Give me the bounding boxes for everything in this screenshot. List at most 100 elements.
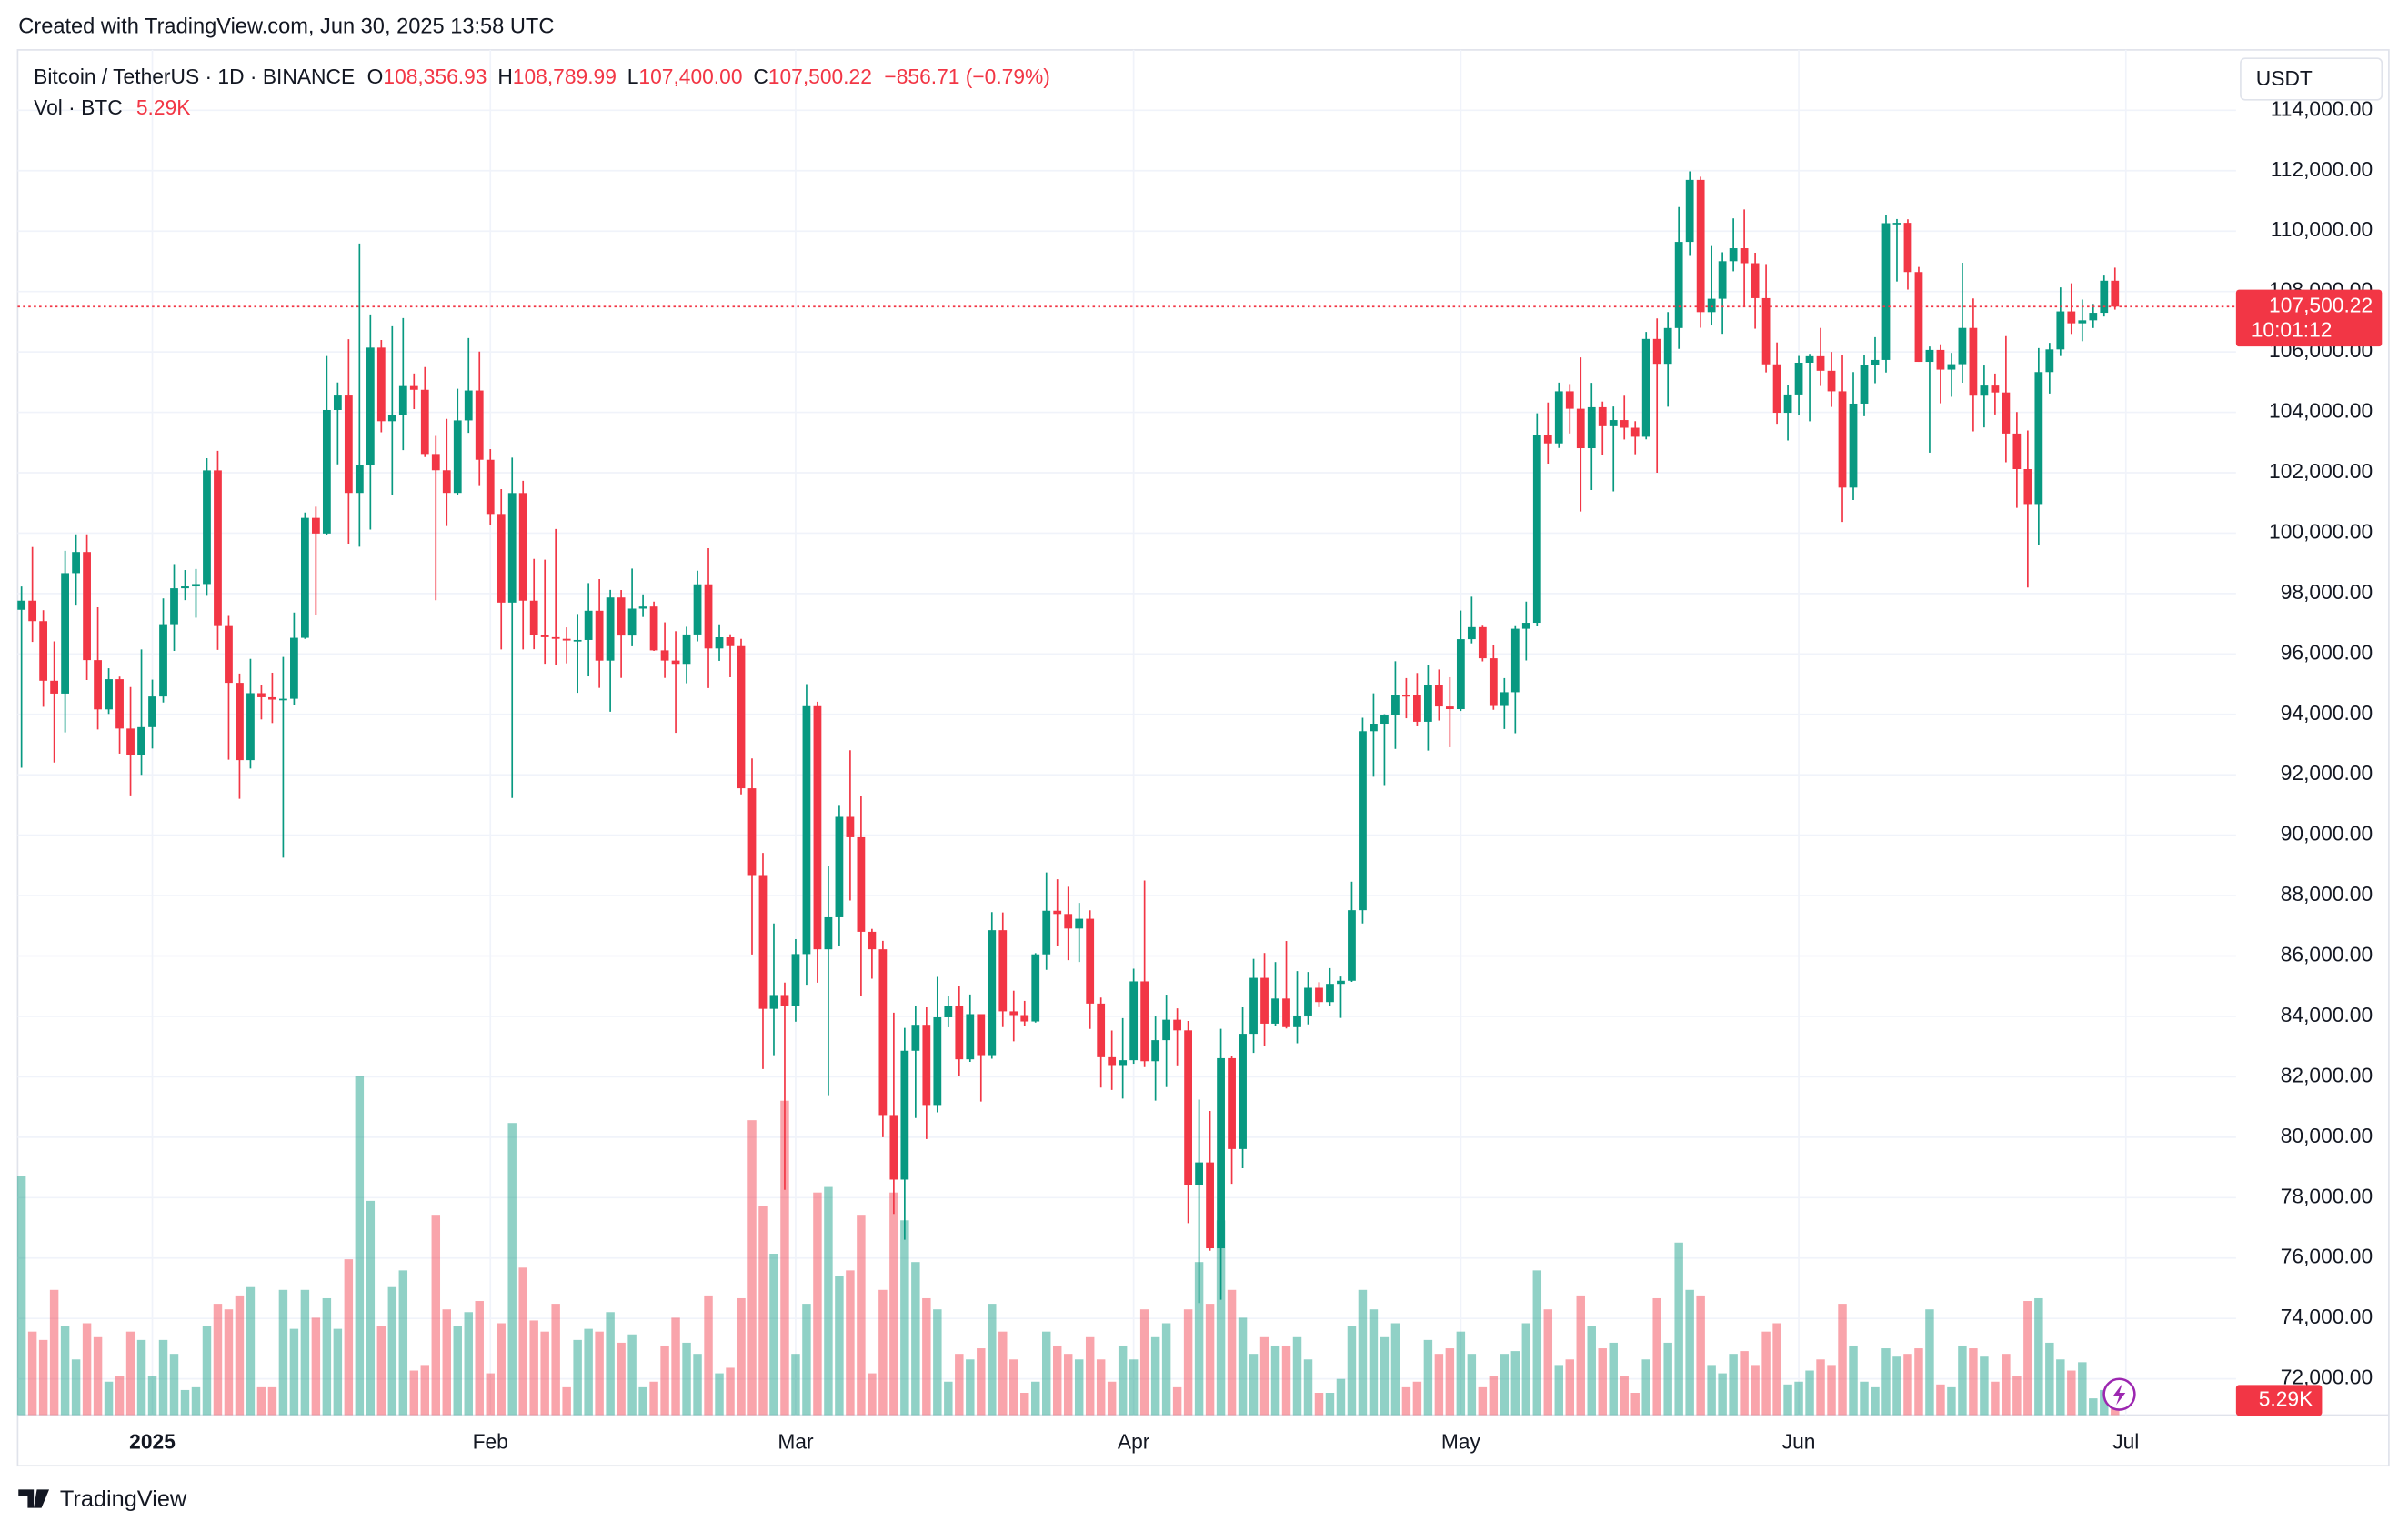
- candle-body: [1053, 910, 1062, 915]
- volume-bar: [966, 1359, 975, 1416]
- candle-body: [126, 728, 135, 755]
- candle-body: [791, 954, 800, 1006]
- volume-bar: [1740, 1351, 1749, 1416]
- candle-body: [1031, 954, 1040, 1022]
- candle-body: [704, 584, 713, 649]
- candle-body: [835, 816, 844, 917]
- volume-bar: [256, 1386, 266, 1416]
- volume-bar: [267, 1386, 277, 1416]
- volume-bar: [1194, 1262, 1204, 1416]
- volume-bar: [857, 1215, 866, 1416]
- volume-bar: [1270, 1345, 1280, 1416]
- candle-body: [1370, 724, 1378, 732]
- volume-bar: [464, 1312, 473, 1416]
- volume-bar: [1838, 1304, 1847, 1416]
- candle-body: [1500, 692, 1509, 706]
- candle-body: [1532, 435, 1541, 624]
- volume-bar: [573, 1339, 582, 1416]
- candle-body: [181, 586, 189, 589]
- candle-body: [1184, 1030, 1192, 1186]
- volume-bar: [1652, 1297, 1661, 1416]
- candle-body: [486, 459, 495, 515]
- volume-bar: [2089, 1398, 2098, 1416]
- candle-body: [1576, 408, 1585, 449]
- y-tick-label: 80,000.00: [2281, 1124, 2373, 1147]
- volume-bar: [2067, 1370, 2076, 1416]
- candle-body: [1217, 1057, 1225, 1249]
- candle-body: [2002, 392, 2011, 434]
- volume-bar: [1772, 1323, 1781, 1416]
- volume-bar: [977, 1348, 986, 1416]
- candle-body: [889, 1115, 898, 1180]
- candle-body: [955, 1006, 964, 1060]
- candle-body: [192, 584, 200, 587]
- candle-body: [1445, 706, 1454, 710]
- volume-bar: [1336, 1378, 1346, 1416]
- volume-bar: [1849, 1345, 1858, 1416]
- candle-body: [1620, 420, 1629, 428]
- volume-bar: [376, 1326, 386, 1416]
- volume-bar: [595, 1331, 604, 1416]
- legend-change: −856.71 (−0.79%): [884, 65, 1049, 88]
- created-note: Created with TradingView.com, Jun 30, 20…: [18, 15, 554, 39]
- volume-bar: [1936, 1384, 1945, 1416]
- candle-body: [398, 385, 407, 415]
- volume-bar: [769, 1254, 778, 1416]
- volume-bar: [1096, 1359, 1106, 1416]
- candle-body: [551, 636, 560, 639]
- brand-logo: [18, 1489, 50, 1508]
- candle-body: [868, 931, 877, 950]
- volume-tag-value: 5.29K: [2259, 1386, 2313, 1410]
- candle-body: [595, 610, 604, 661]
- candle-body: [638, 606, 647, 609]
- axes: 72,000.00 74,000.00 76,000.00 78,000.00 80,0…: [129, 96, 2383, 1454]
- volume-bar: [431, 1215, 441, 1416]
- volume-bar: [235, 1295, 245, 1416]
- volume-bar: [1783, 1384, 1792, 1416]
- chart-frame: [16, 49, 2390, 1467]
- candle-body: [1064, 914, 1073, 929]
- currency-box[interactable]: [2240, 57, 2383, 101]
- volume-bar: [1641, 1359, 1650, 1416]
- volume-bar: [1249, 1354, 1259, 1416]
- candle-body: [1228, 1057, 1236, 1149]
- candle-body: [1783, 394, 1792, 414]
- volume-bar: [224, 1309, 234, 1416]
- x-tick-label: Jun: [1782, 1430, 1816, 1454]
- candle-body: [562, 638, 571, 641]
- candle-body: [1326, 984, 1334, 1003]
- volume-bar: [453, 1326, 462, 1416]
- volume-bar: [747, 1120, 757, 1416]
- x-tick-label: Feb: [473, 1430, 508, 1454]
- candle-body: [137, 726, 145, 755]
- candle-body: [1991, 385, 2000, 393]
- candle-body: [780, 995, 789, 1006]
- candle-body: [1097, 1003, 1106, 1057]
- y-tick-label: 74,000.00: [2281, 1305, 2373, 1328]
- volume-bar: [846, 1270, 855, 1416]
- candle-body: [366, 347, 375, 465]
- candle-body: [693, 584, 702, 635]
- candle-body: [1805, 355, 1814, 363]
- candle-body: [1598, 406, 1607, 426]
- volume-bar: [1914, 1348, 1923, 1416]
- candle-body: [1151, 1040, 1160, 1062]
- y-tick-label: 102,000.00: [2269, 459, 2373, 483]
- volume-bar: [1554, 1365, 1564, 1416]
- candle-body: [1282, 998, 1290, 1027]
- y-tick-label: 96,000.00: [2281, 640, 2373, 664]
- volume-bar: [278, 1289, 288, 1416]
- volume-bar: [169, 1354, 179, 1416]
- volume-bar: [1259, 1336, 1269, 1416]
- candle-body: [1685, 179, 1694, 243]
- volume-bar: [38, 1339, 48, 1416]
- candle-body: [83, 552, 91, 661]
- candle-body: [311, 517, 320, 534]
- volume-bar: [758, 1206, 768, 1416]
- candle-body: [1740, 248, 1749, 264]
- candle-body: [1009, 1011, 1018, 1016]
- volume-bar: [1303, 1359, 1313, 1416]
- y-tick-label: 82,000.00: [2281, 1063, 2373, 1086]
- volume-bar: [1609, 1342, 1618, 1416]
